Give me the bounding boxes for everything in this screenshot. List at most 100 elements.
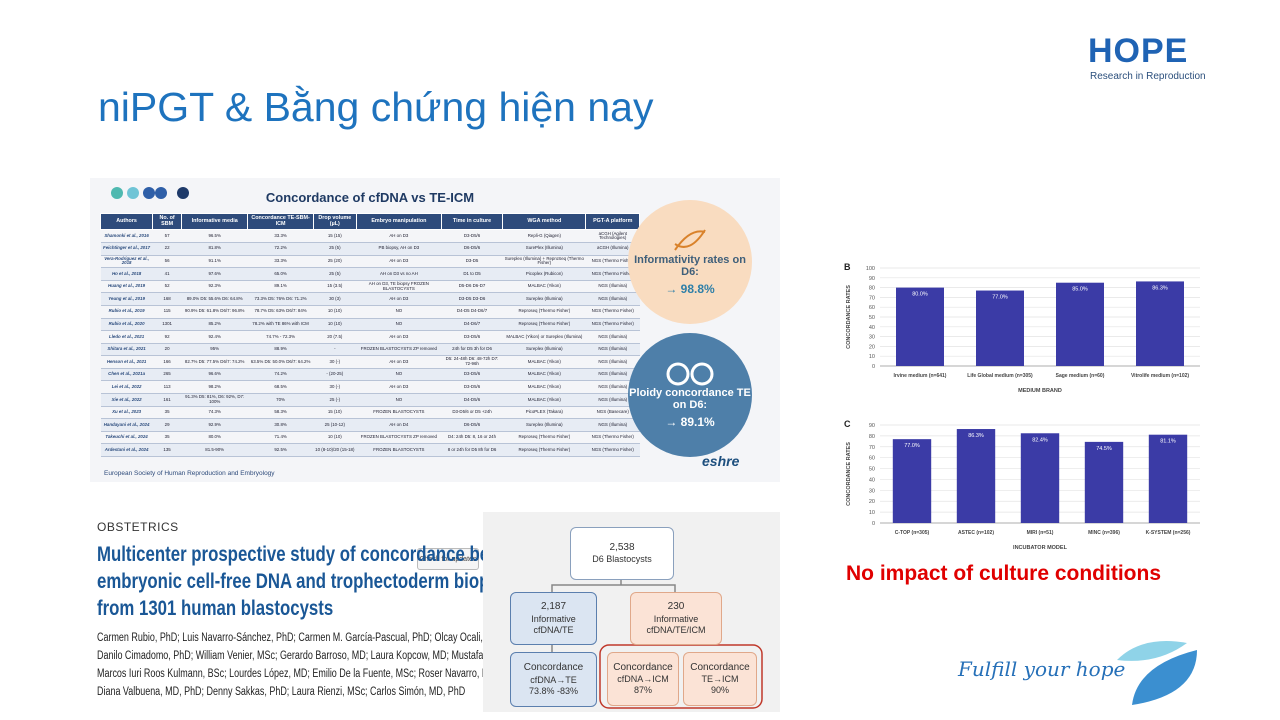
table-cell: 166 <box>152 355 182 369</box>
y-tick-label: 0 <box>872 521 875 527</box>
table-cell: AH on D3 <box>356 229 442 243</box>
value-label: 81.1% <box>1160 439 1176 445</box>
table-cell: 89.0% D5: 55.6% D6: 64.8% <box>181 292 248 306</box>
x-tick-label: K-SYSTEM (n=256) <box>1146 530 1191 536</box>
table-cell: 63.5% D5: 50.0% D6/7: 64.2% <box>247 355 314 369</box>
table-cell: AH on D3 <box>356 355 442 369</box>
table-cell: D3-D5/6 <box>441 380 503 395</box>
table-cell: AH on D3, TE biopsy FROZEN BLASTOCYSTS <box>356 280 442 294</box>
flow-number: Concordance <box>613 661 673 673</box>
table-cell: 168 <box>152 292 182 306</box>
x-tick-label: Life Global medium (n=305) <box>967 373 1033 379</box>
bar <box>956 429 996 523</box>
y-tick-label: 60 <box>869 456 875 462</box>
table-cell: AH on D3 <box>356 380 442 395</box>
y-axis-label: CONCORDANCE RATES <box>846 285 852 349</box>
callout-value: → 98.8% <box>665 282 715 296</box>
table-row: Lei et al., 2022 113 98.2% 68.5% 30 (-) AH on… <box>100 380 640 395</box>
table-cell: NGS (Illumina) <box>585 355 640 369</box>
table-cell: 10 (8-10)/20 (15-18) <box>313 443 357 458</box>
table-cell: FROZEN BLASTOCYSTS <box>356 406 442 420</box>
table-cell: AH on D4 <box>356 418 442 432</box>
value-label: 85.0% <box>1072 287 1088 293</box>
badge: Check for updates <box>417 548 479 570</box>
table-cell: 81.5-90% <box>181 443 248 458</box>
value-label: 77.0% <box>904 443 920 449</box>
table: Authors No. of SBM Informative media Concor… <box>99 212 640 458</box>
dna-icon <box>674 229 706 251</box>
table-cell: 8 or 24h for D5 8h for D6 <box>441 443 503 458</box>
table-cell: 91.3% D5: 81%, D6: 92%, D7: 100% <box>181 393 248 407</box>
table-cell: Shamonki et al., 2016 <box>100 229 153 243</box>
table-cell: 1301 <box>152 318 182 332</box>
table-cell: 85.2% <box>181 318 248 332</box>
callout: Ploidy concordance TE on D6: → 89.1% <box>628 333 752 457</box>
table-cell: SurePlex (Illumina) <box>502 242 586 256</box>
x-axis-label: MEDIUM BRAND <box>1018 388 1062 394</box>
article-title-line: embryonic cell-free DNA and trophectoder… <box>97 570 523 593</box>
cell-icon <box>666 362 714 386</box>
table-cell: 10 (10) <box>313 305 357 319</box>
table-cell: Henson et al., 2021 <box>100 355 153 369</box>
table-cell: FROZEN BLASTOCYSTS ZP removed <box>356 343 442 357</box>
table-cell: NGS (Thermo Fisher) <box>585 305 640 319</box>
table-cell: 78.2% with TE 86% with ICM <box>247 318 314 332</box>
table-cell: 56 <box>152 255 182 269</box>
bar-chart: B CONCORDANCE RATES MEDIUM BRAND 0 10 20 30 40 5… <box>838 258 1210 400</box>
flow-label: TE→ICM <box>701 674 739 684</box>
table-cell: PB biopsy, AH on D3 <box>356 242 442 256</box>
table-cell: 265 <box>152 368 182 382</box>
table-cell: 71.4% <box>247 431 314 445</box>
column-header: Concordance TE-SBM-ICM <box>247 212 314 231</box>
table-cell: D4: 24h D5: 8, 16 or 24h <box>441 431 503 445</box>
x-tick-label: MINC (n=396) <box>1088 530 1120 536</box>
callout: Informativity rates on D6: → 98.8% <box>628 200 752 324</box>
table-cell: 90.9% D5: 61.8% D6/7: 96.8% <box>181 305 248 319</box>
table-cell: 35 <box>152 406 182 420</box>
author-line: Diana Valbuena, MD, PhD; Denny Sakkas, P… <box>97 686 466 698</box>
flow-node: 230 Informative cfDNA/TE/ICM <box>630 592 722 645</box>
y-tick-label: 20 <box>869 499 875 505</box>
flow-node: 2,538 D6 Blastocysts <box>570 527 674 580</box>
table-cell: NGS (Thermo Fisher) <box>585 443 640 458</box>
table-cell: Reproseq (Thermo Fisher) <box>502 318 586 332</box>
y-tick-label: 50 <box>869 315 875 321</box>
table-cell: NO <box>356 368 442 382</box>
table-cell: 115 <box>152 305 182 319</box>
y-tick-label: 10 <box>869 510 875 516</box>
table-row: Shitara et al., 2021 20 95% 88.9% - FROZEN BL… <box>100 343 640 357</box>
flow-number: 230 <box>667 601 685 612</box>
table-cell: 10 (10) <box>313 431 357 445</box>
table-row: Rubio et al., 2019 115 90.9% D5: 61.8% D6/… <box>100 305 640 319</box>
table-cell: 30.8% <box>247 418 314 432</box>
table-cell: 72.2% <box>247 242 314 256</box>
table-cell: D3-D5 D3-D6 <box>441 292 503 306</box>
table-cell: Shitara et al., 2021 <box>100 343 153 357</box>
slide-title: niPGT & Bằng chứng hiện nay <box>98 84 654 130</box>
table-row: Lledo et al., 2021 92 92.4% 74.7% - 72.3% 20… <box>100 330 640 344</box>
table-cell: NGS (Illumina) <box>585 330 640 344</box>
table-cell: 98.2% <box>181 380 248 395</box>
table-cell: D6-D5/6 <box>441 242 503 256</box>
panel-label: C <box>844 419 851 429</box>
bar <box>896 287 944 366</box>
table-cell: 30 (3) <box>313 292 357 306</box>
table-cell: Handayani et al., 2024 <box>100 418 153 432</box>
value-label: 80.0% <box>912 292 928 298</box>
table-cell: D3-D5 <box>441 255 503 269</box>
table-cell: Sureplex (Illumina) + ReproSeq (Thermo F… <box>502 255 586 269</box>
table-cell: MALBAC (Yikon) <box>502 380 586 395</box>
table-row: Yeung et al., 2019 168 89.0% D5: 55.6% D6:… <box>100 292 640 306</box>
table-cell: 30 (-) <box>313 380 357 395</box>
table-cell: D5-D6 D6-D7 <box>441 280 503 294</box>
table-cell: 161 <box>152 393 182 407</box>
article: OBSTETRICS Check for updates Multicenter… <box>95 515 539 705</box>
callout-label: Ploidy concordance TE on D6: <box>629 387 751 411</box>
flow-diagram: 2,538 D6 Blastocysts 2,187 Informative cfDN… <box>483 512 780 712</box>
table-cell: NGS (Illumina) <box>585 343 640 357</box>
bar <box>1148 434 1188 523</box>
column-header: WGA method <box>502 212 587 231</box>
table-cell: Sureplex (Illumina) <box>502 292 586 306</box>
y-tick-label: 90 <box>869 423 875 429</box>
